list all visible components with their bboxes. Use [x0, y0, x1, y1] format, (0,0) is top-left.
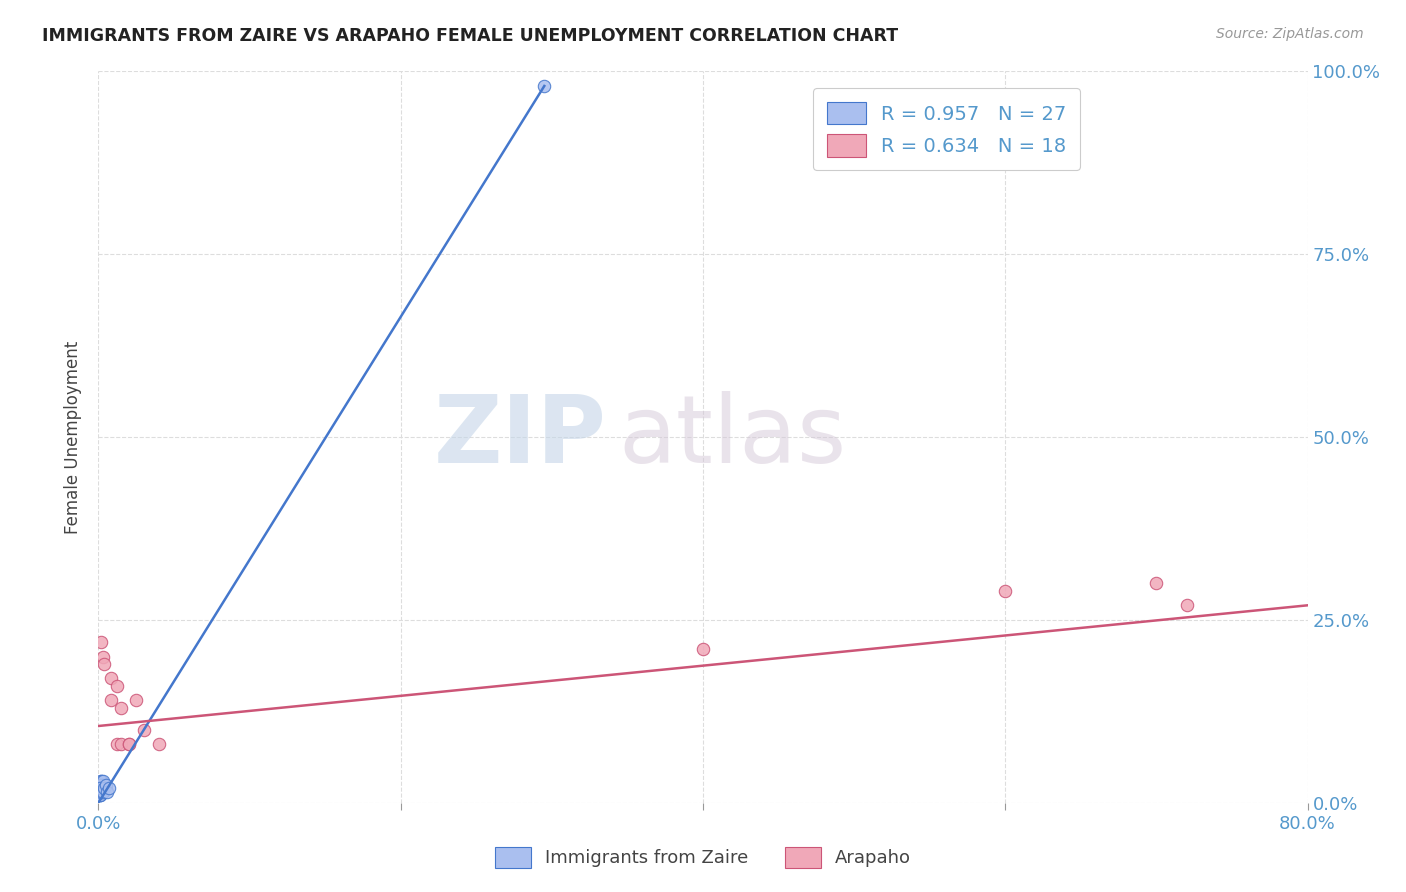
Point	[91, 785, 114, 799]
Point	[89, 789, 111, 803]
Point	[110, 737, 132, 751]
Point	[132, 723, 155, 737]
Text: Source: ZipAtlas.com: Source: ZipAtlas.com	[1216, 27, 1364, 41]
Point	[1175, 599, 1198, 613]
Point	[994, 583, 1017, 598]
Point	[89, 785, 111, 799]
Point	[1144, 576, 1167, 591]
Legend: R = 0.957   N = 27, R = 0.634   N = 18: R = 0.957 N = 27, R = 0.634 N = 18	[813, 88, 1080, 170]
Point	[90, 773, 112, 788]
Text: IMMIGRANTS FROM ZAIRE VS ARAPAHO FEMALE UNEMPLOYMENT CORRELATION CHART: IMMIGRANTS FROM ZAIRE VS ARAPAHO FEMALE …	[42, 27, 898, 45]
Point	[91, 778, 114, 792]
Point	[90, 773, 112, 788]
Point	[148, 737, 170, 751]
Point	[100, 672, 122, 686]
Point	[105, 679, 128, 693]
Point	[91, 781, 114, 796]
Point	[91, 785, 114, 799]
Point	[89, 778, 111, 792]
Point	[90, 785, 112, 799]
Point	[90, 635, 112, 649]
Point	[125, 693, 148, 707]
Point	[93, 657, 115, 671]
Point	[90, 778, 112, 792]
Point	[89, 781, 111, 796]
Point	[89, 781, 111, 796]
Point	[91, 778, 114, 792]
Point	[118, 737, 141, 751]
Point	[89, 785, 111, 799]
Point	[118, 737, 141, 751]
Point	[90, 781, 112, 796]
Point	[692, 642, 714, 657]
Point	[105, 737, 128, 751]
Point	[91, 649, 114, 664]
Y-axis label: Female Unemployment: Female Unemployment	[65, 341, 83, 533]
Text: atlas: atlas	[619, 391, 846, 483]
Point	[90, 781, 112, 796]
Point	[93, 781, 115, 796]
Point	[89, 789, 111, 803]
Point	[89, 781, 111, 796]
Point	[100, 693, 122, 707]
Point	[91, 773, 114, 788]
Text: ZIP: ZIP	[433, 391, 606, 483]
Point	[110, 700, 132, 714]
Point	[90, 781, 112, 796]
Point	[94, 778, 117, 792]
Point	[98, 781, 121, 796]
Legend: Immigrants from Zaire, Arapaho: Immigrants from Zaire, Arapaho	[484, 836, 922, 879]
Point	[533, 78, 555, 93]
Point	[96, 785, 118, 799]
Point	[90, 785, 112, 799]
Point	[89, 789, 111, 803]
